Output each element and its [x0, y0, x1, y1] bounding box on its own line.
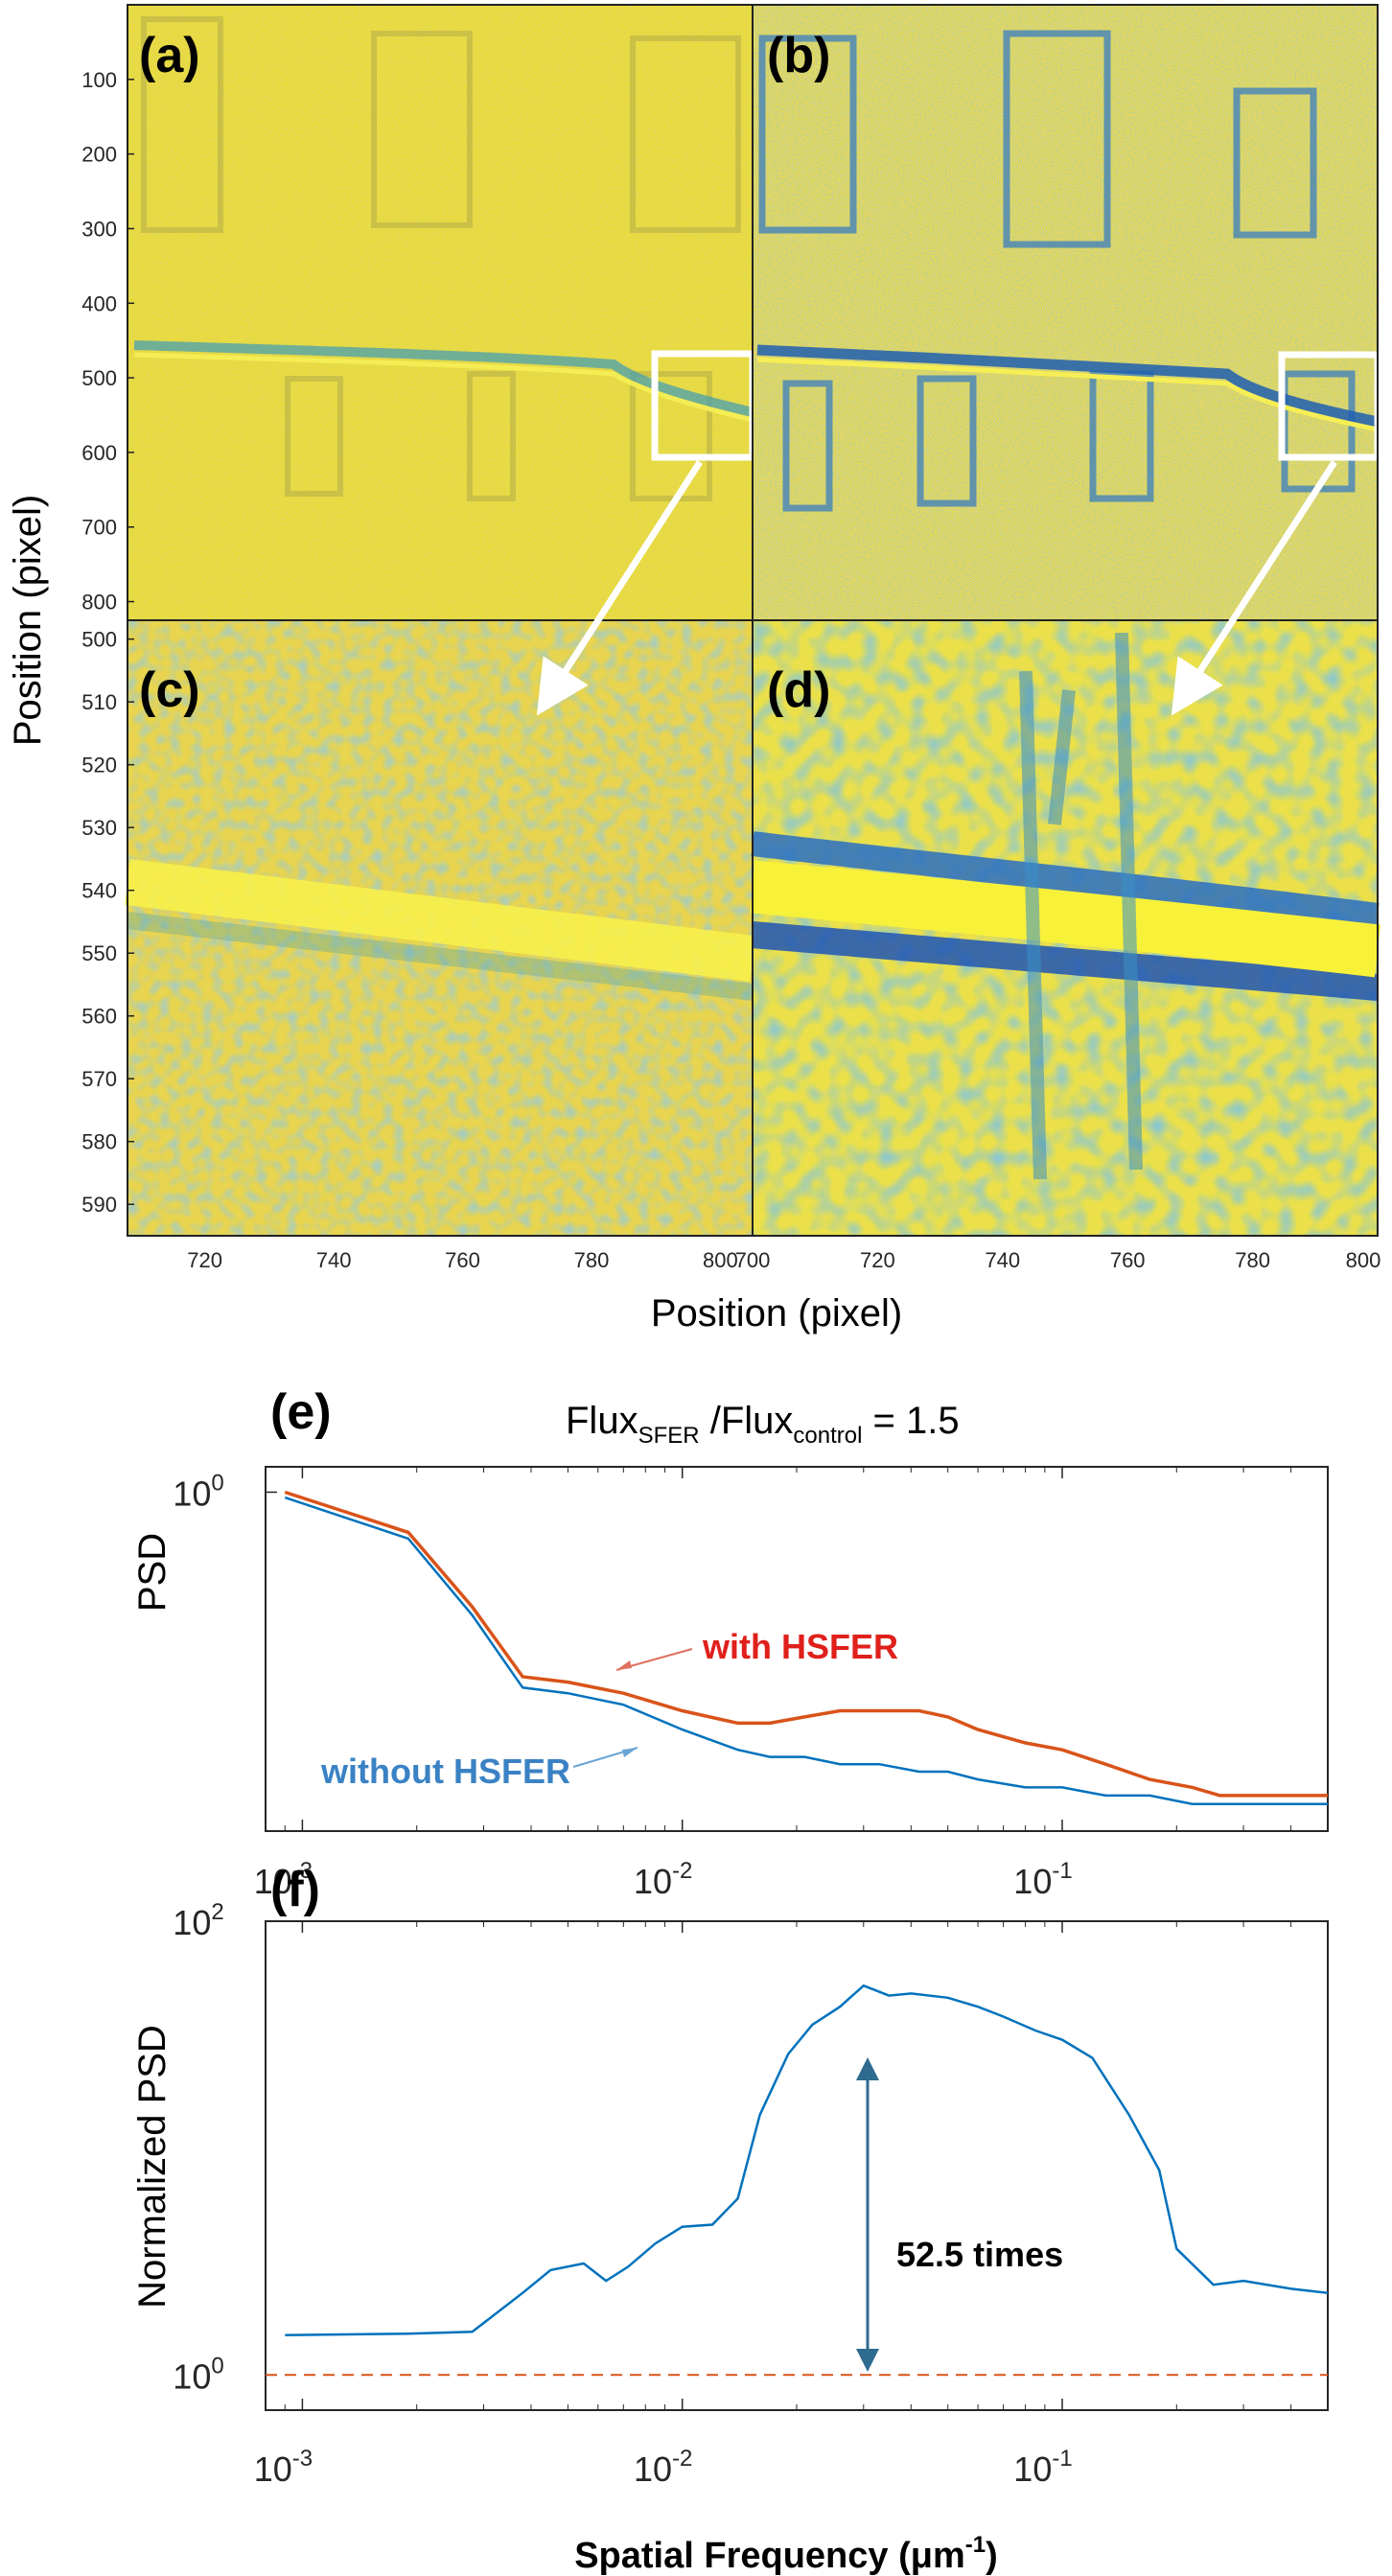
- bottom-y-tick-label: 520: [81, 754, 117, 777]
- panel-e-x-tick-label: 10-2: [634, 1858, 692, 1901]
- bottom-y-tick-label: 540: [81, 879, 117, 903]
- panel-label-b: (b): [767, 28, 830, 83]
- d-x-tick-label: 740: [985, 1248, 1020, 1272]
- top-y-tick-label: 500: [81, 366, 117, 390]
- panel-a-image: [128, 5, 756, 620]
- panel-f-y-tick-label: 100: [173, 2353, 223, 2396]
- panel-f: (f) 10-3 10-2 10-1 102 100 Normalized PSD 52…: [131, 1862, 1329, 2576]
- panel-e-y-tick-label: 100: [173, 1470, 223, 1513]
- panel-f-lines: [266, 1984, 1328, 2377]
- bottom-y-tick-label: 570: [81, 1067, 117, 1091]
- top-y-tick-label: 100: [81, 68, 117, 92]
- d-x-tick-label: 720: [860, 1248, 895, 1272]
- panel-e-x-tick-label: 10-3: [254, 1858, 313, 1901]
- panel-e-ylabel: PSD: [131, 1533, 174, 1612]
- d-x-tick-label: 780: [1235, 1248, 1270, 1272]
- bottom-y-tick-label: 550: [81, 941, 117, 965]
- top-y-tick-label: 800: [81, 591, 117, 615]
- bottom-y-tick-label: 530: [81, 816, 117, 840]
- top-y-ticks: 100 200 300 400 500 600 700 800: [81, 68, 134, 615]
- zoom-arrow-a-to-c: [536, 460, 703, 716]
- c-x-tick-label: 800: [703, 1248, 738, 1272]
- panel-d-image: [750, 620, 1381, 1236]
- panel-e-x-tick-label: 10-1: [1013, 1858, 1072, 1901]
- panel-f-x-tick-label: 10-2: [634, 2446, 692, 2489]
- d-x-ticks: 700 720 740 760 780 800: [735, 1248, 1381, 1272]
- bottom-y-tick-label: 590: [81, 1193, 117, 1217]
- c-x-tick-label: 720: [187, 1248, 222, 1272]
- annotation-without-hsfer: without HSFER: [320, 1752, 570, 1791]
- c-x-tick-label: 760: [445, 1248, 480, 1272]
- panel-e-ticks: 10-3 10-2 10-1 100: [173, 1467, 1329, 1901]
- annotation-with-hsfer: with HSFER: [702, 1627, 898, 1666]
- panel-f-ylabel: Normalized PSD: [131, 2025, 174, 2309]
- image-panels: (a) (b) (c) (d) 100200300400500600700800…: [7, 4, 1381, 1334]
- c-x-tick-label: 780: [574, 1248, 610, 1272]
- panel-f-ticks: 10-3 10-2 10-1 102 100: [173, 1899, 1329, 2489]
- images-x-label: Position (pixel): [651, 1292, 902, 1334]
- bottom-y-tick-label: 500: [81, 628, 117, 652]
- panel-label-e: (e): [270, 1384, 332, 1440]
- panel-f-x-tick-label: 10-1: [1013, 2446, 1072, 2489]
- images-y-label: Position (pixel): [7, 495, 49, 746]
- panel-b-image: [753, 5, 1381, 620]
- panel-f-x-tick-label: 10-3: [254, 2446, 313, 2489]
- bottom-y-ticks: 500 510 520 530 540 550 560 570 580 590: [81, 628, 134, 1217]
- panel-e-lines: [284, 1490, 1328, 1805]
- panel-label-d: (d): [767, 662, 830, 718]
- top-y-tick-label: 300: [81, 217, 117, 241]
- annotation-52-5-times: 52.5 times: [896, 2235, 1063, 2274]
- panel-e-title: FluxSFER /Fluxcontrol = 1.5: [566, 1400, 960, 1449]
- top-y-tick-label: 600: [81, 441, 117, 465]
- d-x-tick-label: 800: [1346, 1248, 1381, 1272]
- bottom-y-tick-label: 560: [81, 1005, 117, 1029]
- panel-label-c: (c): [139, 662, 200, 718]
- d-x-tick-label: 760: [1110, 1248, 1146, 1272]
- panel-label-f: (f): [270, 1862, 320, 1917]
- zoom-arrow-b-to-d: [1171, 460, 1337, 716]
- d-x-tick-label: 700: [735, 1248, 771, 1272]
- panel-f-xlabel: Spatial Frequency (μm-1): [574, 2532, 998, 2576]
- panel-c-image: [125, 620, 755, 1236]
- panel-e-series-with-hsfer: [284, 1490, 1328, 1798]
- top-y-tick-label: 200: [81, 143, 117, 167]
- bottom-y-tick-label: 580: [81, 1130, 117, 1154]
- panel-f-axes: [265, 1920, 1329, 2411]
- panel-label-a: (a): [139, 28, 200, 83]
- c-x-tick-label: 740: [316, 1248, 352, 1272]
- top-y-tick-label: 700: [81, 516, 117, 540]
- top-y-tick-label: 400: [81, 291, 117, 315]
- panel-f-y-tick-label: 102: [173, 1899, 223, 1942]
- panel-f-normalized-psd-line: [285, 1984, 1328, 2336]
- bottom-y-tick-label: 510: [81, 690, 117, 714]
- c-x-ticks: 720 740 760 780 800: [187, 1248, 737, 1272]
- panel-e: (e) FluxSFER /Fluxcontrol = 1.5 10-3 10-2…: [131, 1384, 1329, 1901]
- panel-e-series-without-hsfer: [284, 1496, 1328, 1805]
